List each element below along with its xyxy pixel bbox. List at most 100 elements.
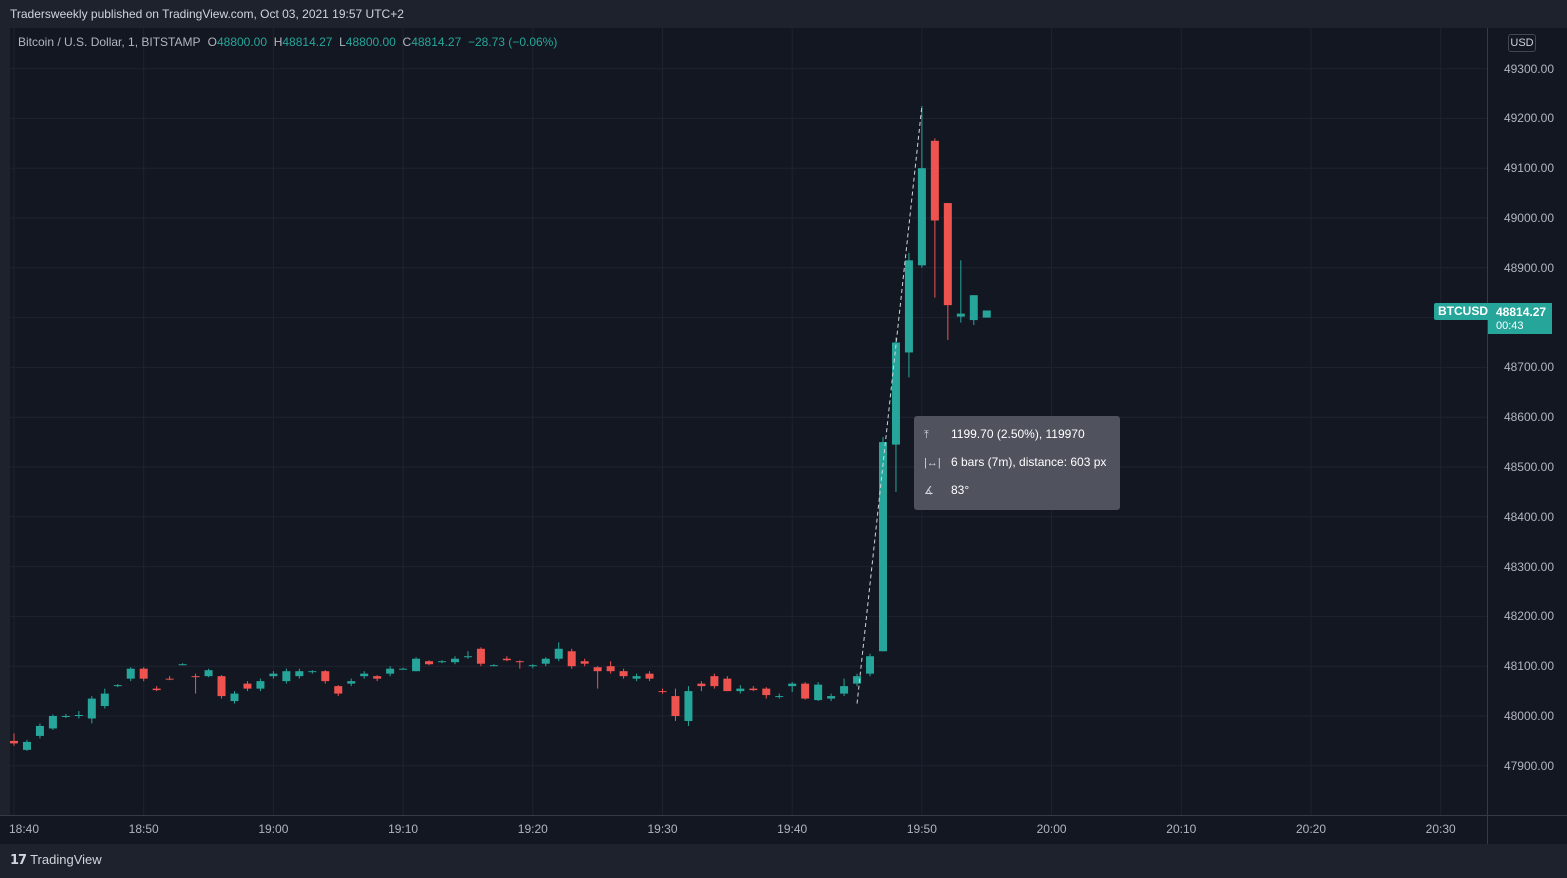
- candle-body: [736, 688, 745, 692]
- price-tick-label: 49100.00: [1503, 161, 1554, 176]
- candle-body: [178, 664, 187, 666]
- candle-body: [528, 665, 537, 667]
- candle-body: [269, 673, 278, 677]
- candle-body: [567, 651, 576, 667]
- candle-body: [295, 671, 304, 677]
- candle-body: [840, 686, 849, 694]
- candle-body: [243, 683, 252, 689]
- candle: [191, 673, 200, 694]
- publisher-header: Tradersweekly published on TradingView.c…: [10, 7, 404, 21]
- chart-pane[interactable]: Bitcoin / U.S. Dollar, 1, BITSTAMP O4880…: [10, 28, 1487, 815]
- candle-body: [230, 693, 239, 702]
- candle-body: [658, 691, 667, 693]
- time-tick-label: 20:20: [1295, 822, 1327, 836]
- candle-body: [814, 684, 823, 701]
- candle-body: [645, 673, 654, 679]
- candle-body: [632, 676, 641, 679]
- candle: [697, 681, 706, 692]
- candle: [269, 671, 278, 679]
- candle: [139, 667, 148, 682]
- candle: [606, 661, 615, 674]
- price-axis[interactable]: USD 49300.00 49200.00 49100.00 49000.00 4890…: [1487, 28, 1567, 815]
- candle: [282, 668, 291, 684]
- candle-body: [321, 671, 330, 682]
- candle-body: [904, 260, 913, 353]
- candle: [165, 676, 174, 681]
- candle-body: [762, 688, 771, 696]
- candle-body: [606, 666, 615, 672]
- candle-body: [373, 676, 382, 679]
- candle: [982, 310, 991, 318]
- currency-button[interactable]: USD: [1508, 34, 1536, 52]
- candle: [476, 647, 485, 667]
- candlestick-chart[interactable]: [10, 28, 1487, 815]
- candle: [853, 673, 862, 687]
- candle: [399, 667, 408, 670]
- last-price-value: 48814.27: [1496, 305, 1547, 319]
- bars-range-text: 6 bars (7m), distance: 603 px: [951, 455, 1107, 469]
- tradingview-logo-icon[interactable]: 𝟭𝟳: [10, 852, 27, 867]
- candle: [671, 688, 680, 721]
- candles: [10, 105, 991, 751]
- candle-body: [191, 676, 200, 678]
- price-tick-label: 49200.00: [1503, 111, 1554, 126]
- angle-text: 83°: [951, 483, 970, 497]
- symbol-title[interactable]: Bitcoin / U.S. Dollar, 1, BITSTAMP: [18, 35, 201, 49]
- candle-body: [113, 685, 122, 687]
- candle: [152, 686, 161, 692]
- candle-body: [399, 668, 408, 670]
- candle: [87, 696, 96, 724]
- candle: [425, 660, 434, 666]
- candle: [684, 686, 693, 726]
- time-tick-label: 19:10: [388, 822, 419, 836]
- measure-line: [856, 105, 923, 704]
- bar-countdown: 00:43: [1496, 320, 1524, 332]
- candle-body: [386, 668, 395, 674]
- candle-body: [982, 310, 991, 318]
- candle: [866, 653, 875, 677]
- candle: [541, 657, 550, 667]
- price-tick-label: 48600.00: [1503, 410, 1554, 425]
- candle: [554, 642, 563, 662]
- symbol-legend: Bitcoin / U.S. Dollar, 1, BITSTAMP O4880…: [18, 35, 557, 49]
- time-tick-label: 19:30: [647, 822, 678, 836]
- time-axis[interactable]: 18:40 18:50 19:00 19:10 19:20 19:30 19:40 19:50…: [0, 815, 1487, 844]
- candle: [645, 671, 654, 682]
- candle-body: [22, 741, 31, 750]
- price-tick-label: 47900.00: [1503, 758, 1554, 773]
- candle: [593, 666, 602, 689]
- candle: [295, 668, 304, 679]
- candle: [412, 657, 421, 672]
- price-tick-label: 48500.00: [1503, 460, 1554, 474]
- candle: [489, 664, 498, 667]
- candle-body: [827, 696, 836, 699]
- price-tick-label: 48100.00: [1503, 659, 1554, 674]
- tooltip-bars-row: |↔| 6 bars (7m), distance: 603 px: [924, 452, 1106, 472]
- candle-body: [853, 676, 862, 684]
- footer-brand[interactable]: TradingView: [30, 852, 102, 867]
- candle-body: [476, 648, 485, 664]
- low-label: L: [339, 35, 346, 49]
- time-tick-label: 20:10: [1166, 822, 1197, 836]
- candle-body: [139, 668, 148, 679]
- candle: [969, 295, 978, 326]
- candle: [35, 723, 44, 739]
- angle-icon: ∡: [924, 485, 934, 497]
- candle-body: [671, 696, 680, 716]
- candle-body: [554, 648, 563, 659]
- candle: [801, 682, 810, 700]
- candle: [904, 252, 913, 378]
- candle: [749, 686, 758, 692]
- candle: [334, 685, 343, 697]
- candle-body: [48, 716, 57, 729]
- candle: [515, 660, 524, 669]
- open-value: 48800.00: [216, 35, 268, 49]
- candle: [347, 678, 356, 687]
- time-tick-label: 19:50: [906, 822, 937, 836]
- candle: [204, 668, 213, 678]
- change-value: −28.73 (−0.06%): [467, 35, 558, 49]
- candle-body: [100, 693, 109, 707]
- candle: [723, 676, 732, 692]
- close-label: C: [402, 35, 412, 49]
- symbol-price-tag: BTCUSD: [1434, 303, 1492, 320]
